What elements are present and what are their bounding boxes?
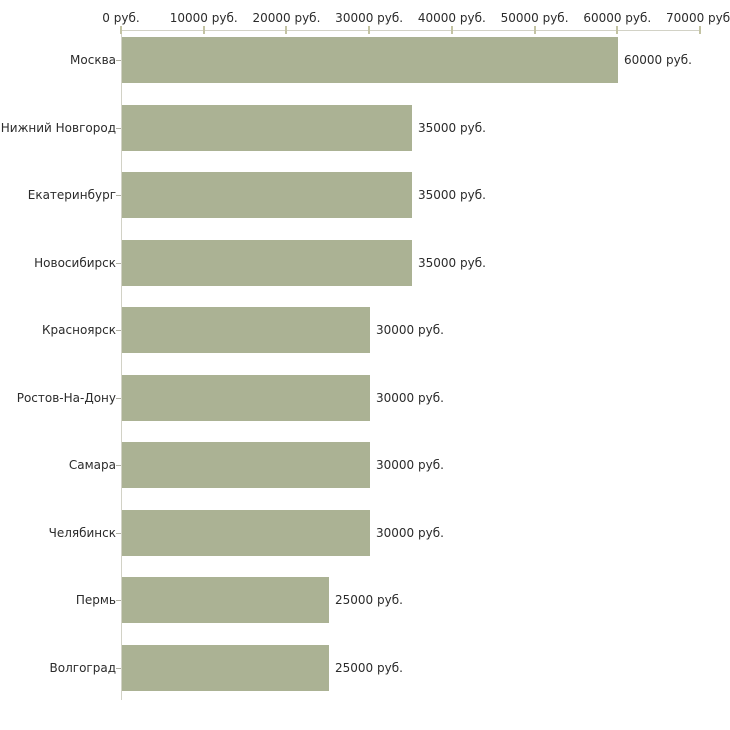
x-tick-mark bbox=[533, 26, 536, 34]
bar bbox=[122, 442, 370, 488]
y-tick-mark bbox=[116, 667, 121, 669]
y-tick-mark bbox=[116, 465, 121, 466]
category-label: Пермь bbox=[75, 593, 116, 607]
x-tick-label: 30000 руб. bbox=[335, 11, 404, 25]
x-tick-mark bbox=[285, 26, 288, 34]
x-tick-mark bbox=[202, 26, 205, 34]
category-label: Волгоград bbox=[49, 660, 116, 675]
x-tick-mark bbox=[368, 26, 371, 34]
value-label: 35000 руб. bbox=[418, 120, 486, 135]
y-tick-mark bbox=[116, 330, 121, 331]
value-label: 30000 руб. bbox=[376, 525, 444, 540]
x-tick-label: 10000 руб. bbox=[169, 11, 238, 25]
bar bbox=[122, 104, 412, 151]
x-tick-label: 50000 руб. bbox=[500, 11, 569, 25]
category-label: Челябинск bbox=[48, 525, 116, 540]
category-label: Красноярск bbox=[42, 323, 116, 337]
bar bbox=[122, 239, 412, 286]
value-label: 60000 руб. bbox=[624, 53, 692, 67]
x-tick-mark bbox=[450, 26, 453, 34]
value-label: 35000 руб. bbox=[418, 188, 486, 202]
category-label: Новосибирск bbox=[34, 255, 116, 270]
value-label: 30000 руб. bbox=[376, 458, 444, 472]
category-label: Нижний Новгород bbox=[0, 120, 116, 135]
x-tick-mark bbox=[120, 26, 122, 34]
value-label: 25000 руб. bbox=[335, 593, 403, 607]
x-tick-label: 60000 руб. bbox=[583, 11, 652, 25]
value-label: 30000 руб. bbox=[376, 390, 444, 405]
y-tick-mark bbox=[116, 127, 121, 129]
category-label: Ростов-На-Дону bbox=[16, 390, 116, 405]
value-label: 30000 руб. bbox=[376, 323, 444, 337]
x-tick-label: 0 руб. bbox=[102, 11, 140, 25]
x-tick-mark bbox=[699, 26, 701, 34]
y-tick-mark bbox=[116, 600, 121, 601]
x-axis-line bbox=[121, 30, 701, 31]
value-label: 35000 руб. bbox=[418, 255, 486, 270]
y-axis-line bbox=[121, 30, 122, 700]
value-label: 25000 руб. bbox=[335, 660, 403, 675]
x-tick-label: 70000 руб. bbox=[666, 11, 730, 25]
bar bbox=[122, 374, 370, 421]
category-label: Москва bbox=[70, 53, 116, 67]
y-tick-mark bbox=[116, 60, 121, 61]
x-tick-mark bbox=[616, 26, 619, 34]
y-tick-mark bbox=[116, 195, 121, 196]
y-tick-mark bbox=[116, 532, 121, 534]
category-label: Самара bbox=[68, 458, 116, 472]
x-tick-label: 20000 руб. bbox=[252, 11, 321, 25]
x-tick-label: 40000 руб. bbox=[417, 11, 486, 25]
y-tick-mark bbox=[116, 397, 121, 399]
bar bbox=[122, 509, 370, 556]
bar bbox=[122, 644, 329, 691]
bar bbox=[122, 577, 329, 623]
bar bbox=[122, 172, 412, 218]
y-tick-mark bbox=[116, 262, 121, 264]
bar bbox=[122, 37, 618, 83]
category-label: Екатеринбург bbox=[27, 188, 116, 202]
bar bbox=[122, 307, 370, 353]
